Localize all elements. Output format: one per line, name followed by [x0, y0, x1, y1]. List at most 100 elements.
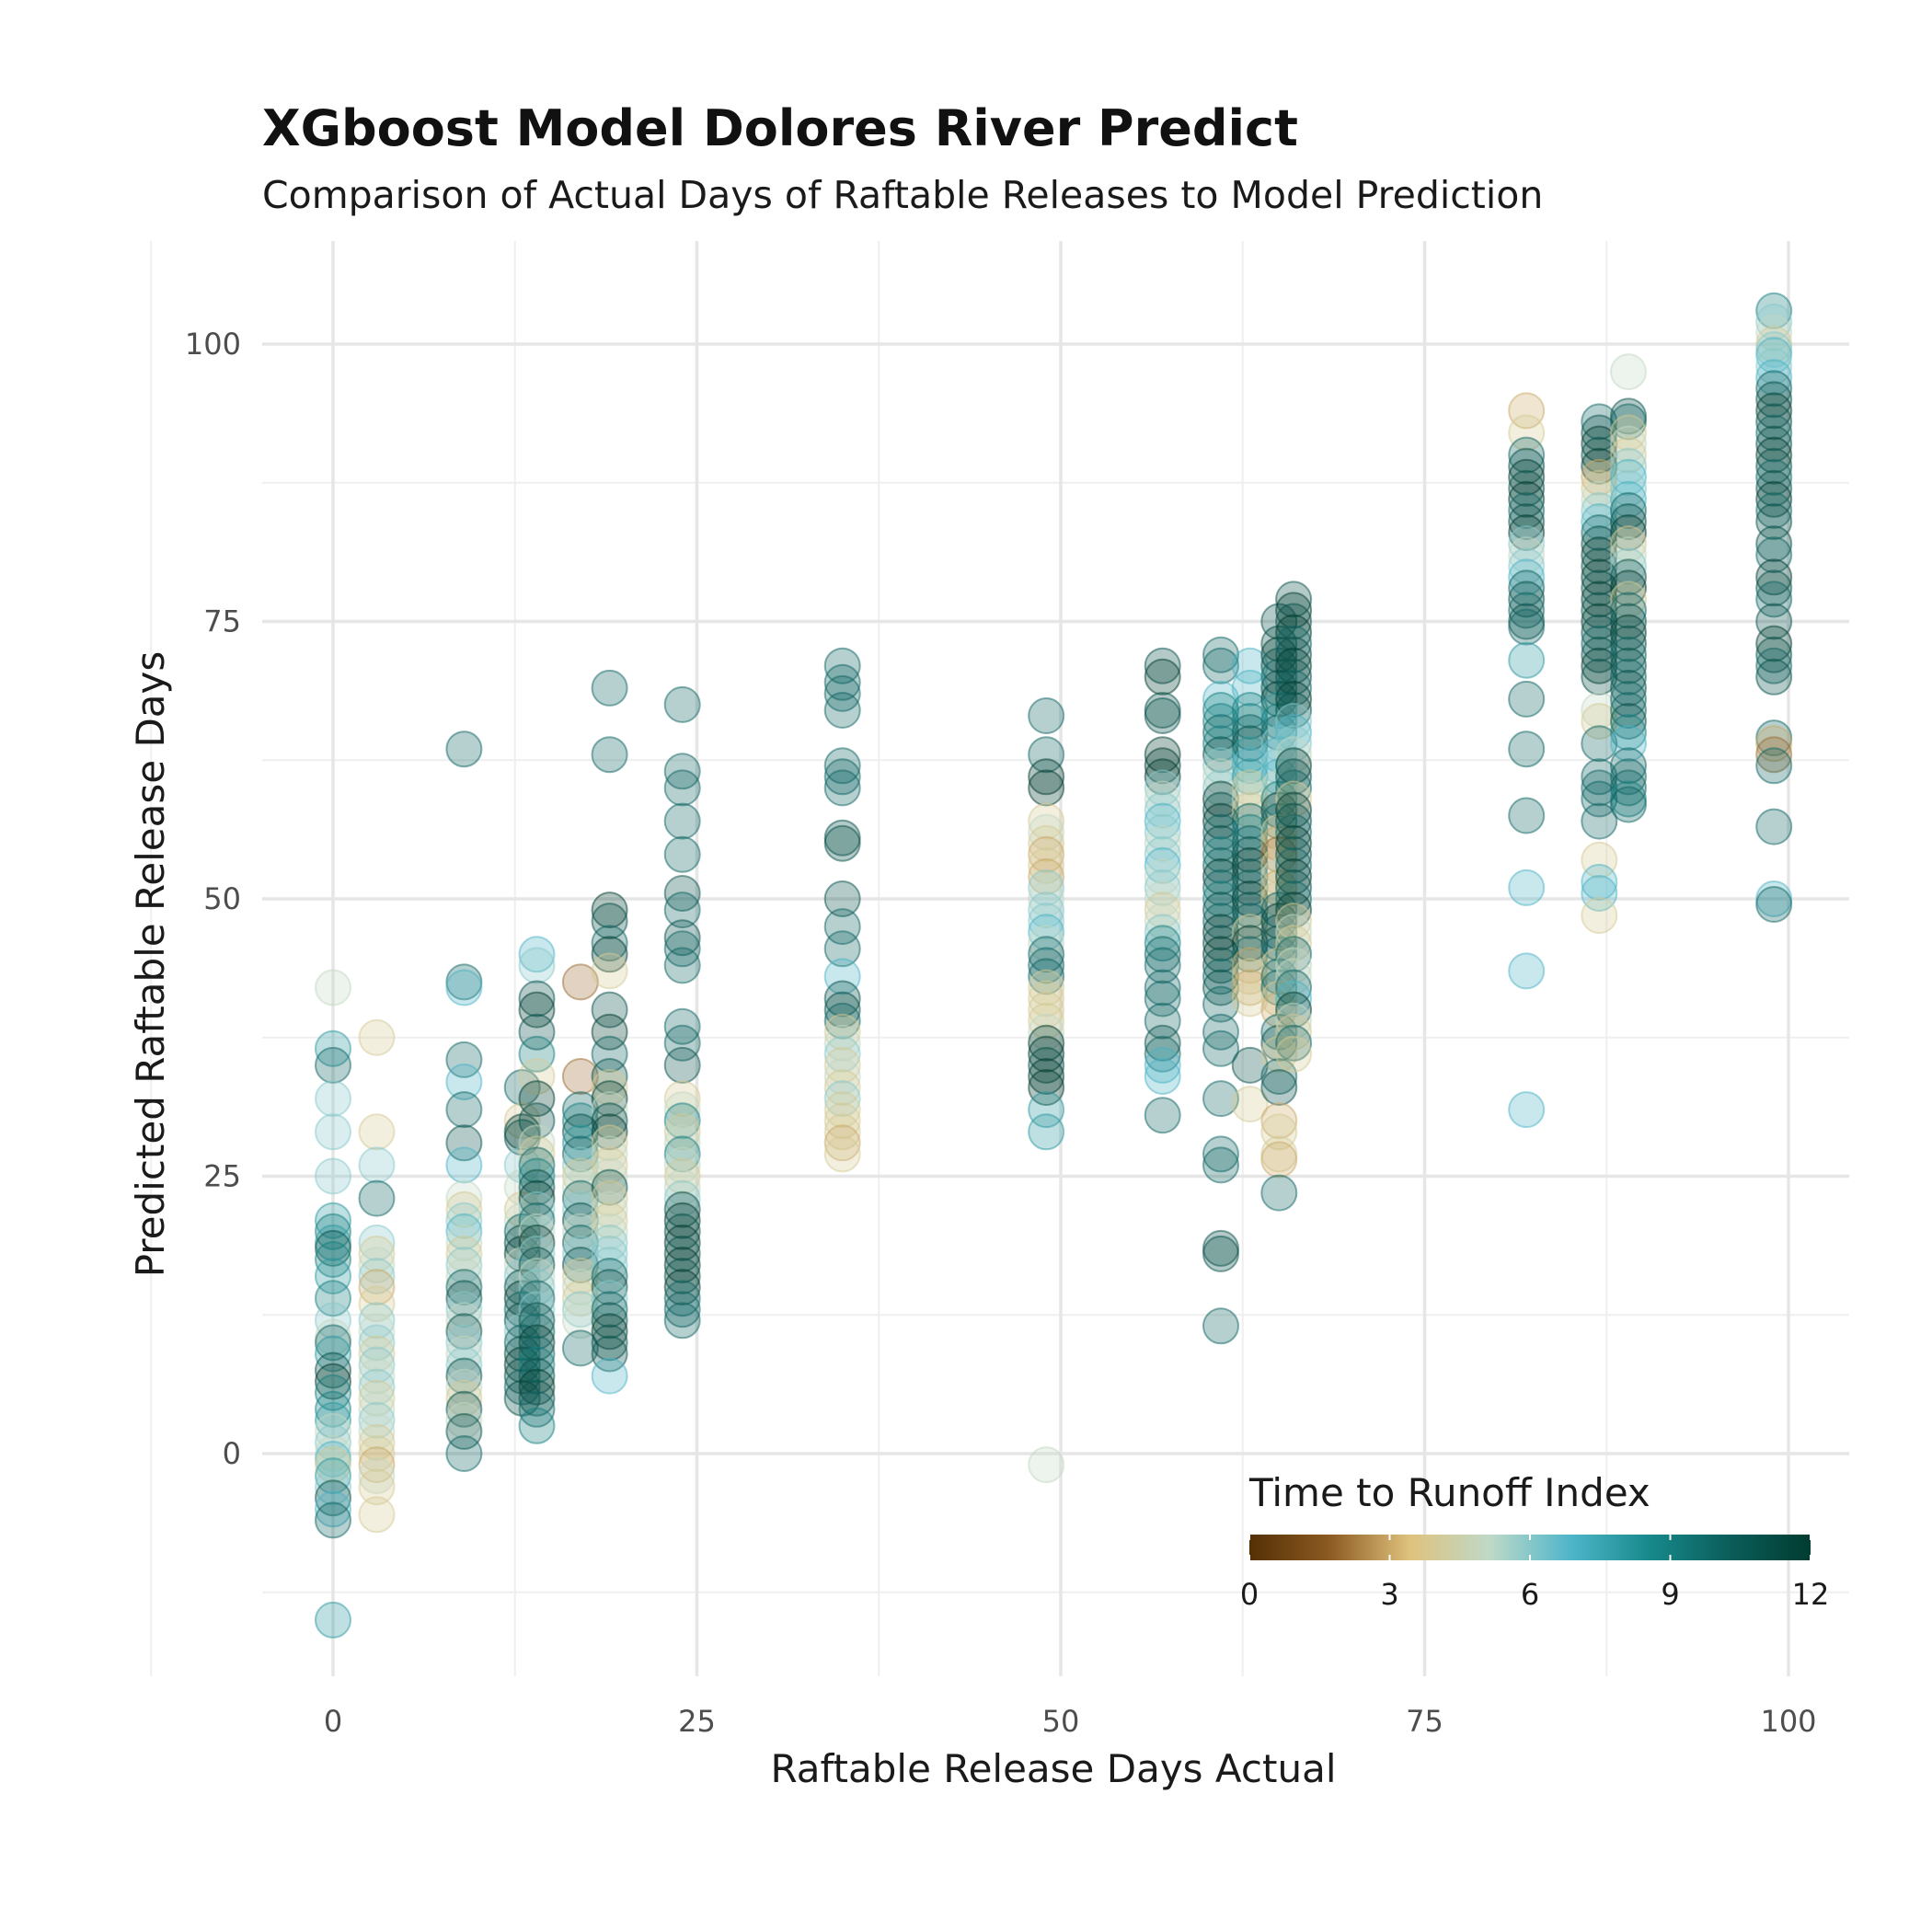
data-point — [518, 1146, 556, 1184]
data-point — [1581, 703, 1618, 740]
data-point — [315, 1324, 351, 1362]
data-point — [518, 1235, 556, 1272]
data-point — [1144, 769, 1181, 807]
data-point — [1275, 625, 1313, 662]
data-point — [591, 1202, 628, 1239]
data-point — [1231, 958, 1269, 995]
data-point — [445, 1269, 483, 1306]
data-point — [445, 1280, 483, 1317]
data-point — [445, 1213, 483, 1250]
data-point — [1508, 797, 1546, 834]
data-point — [445, 1313, 483, 1351]
data-point — [1231, 669, 1269, 707]
data-point — [1610, 436, 1647, 474]
data-point — [1755, 503, 1793, 540]
data-point — [358, 1457, 396, 1495]
data-point — [1144, 780, 1181, 818]
data-point — [1202, 857, 1239, 895]
data-point — [358, 1390, 396, 1428]
data-point — [1028, 846, 1065, 884]
data-point — [663, 1113, 701, 1151]
data-point — [445, 1224, 483, 1261]
data-point — [358, 1379, 396, 1417]
data-point — [445, 730, 483, 768]
data-point — [1275, 891, 1313, 929]
data-point — [1581, 769, 1618, 807]
data-point — [315, 1258, 351, 1294]
x-tick-label: 0 — [324, 1704, 342, 1739]
data-point — [1610, 536, 1647, 574]
data-point — [1755, 536, 1793, 574]
data-point — [663, 947, 701, 984]
data-point — [518, 1157, 556, 1195]
colorbar-ticks: 0 3 6 9 12 — [1240, 1535, 1829, 1612]
data-point — [518, 1379, 556, 1417]
data-point — [663, 1190, 701, 1228]
data-point — [1581, 569, 1618, 607]
y-axis-ticks: 0 25 50 75 100 — [185, 327, 241, 1471]
data-point — [1275, 592, 1313, 629]
data-point — [518, 1258, 556, 1294]
data-point — [315, 1363, 351, 1400]
data-point — [1028, 1058, 1065, 1095]
data-point — [1231, 903, 1269, 940]
data-point — [1508, 730, 1546, 768]
data-point — [1275, 846, 1313, 884]
data-point — [561, 1135, 599, 1173]
data-point — [445, 1247, 483, 1283]
data-point — [1508, 680, 1546, 718]
data-point — [518, 1247, 556, 1283]
data-point — [358, 1113, 396, 1151]
data-point — [1610, 425, 1647, 463]
data-point — [1202, 769, 1239, 807]
data-point — [518, 1179, 556, 1217]
data-point — [1581, 547, 1618, 585]
data-point — [1610, 414, 1647, 452]
data-point — [518, 991, 556, 1029]
x-tick-label: 25 — [678, 1704, 716, 1739]
data-point — [1144, 758, 1181, 796]
data-point — [1231, 813, 1269, 851]
data-point — [315, 1468, 351, 1506]
data-point — [591, 1302, 628, 1340]
data-point — [1275, 991, 1313, 1029]
data-point — [1581, 875, 1618, 912]
data-point — [1275, 880, 1313, 917]
data-point — [1610, 403, 1647, 441]
data-point — [1231, 891, 1269, 929]
data-point — [1144, 846, 1181, 884]
data-point — [1231, 736, 1269, 774]
data-point — [358, 1496, 396, 1534]
data-point — [1275, 703, 1313, 740]
data-point — [1231, 947, 1269, 984]
data-point — [1610, 547, 1647, 585]
data-point — [1231, 769, 1269, 807]
y-axis-title: Predicted Raftable Release Days — [128, 651, 173, 1278]
data-point — [1028, 835, 1065, 873]
data-point — [1275, 914, 1313, 951]
data-point — [358, 1302, 396, 1340]
data-point — [1202, 824, 1239, 862]
data-point — [445, 1041, 483, 1078]
data-point — [823, 908, 861, 946]
x-axis-title: Raftable Release Days Actual — [771, 1746, 1337, 1791]
data-point — [518, 1058, 556, 1095]
x-axis-ticks: 0 25 50 75 100 — [324, 1704, 1817, 1739]
data-point — [1028, 1024, 1065, 1062]
data-point — [561, 1168, 599, 1206]
data-point — [1275, 769, 1313, 807]
data-point — [823, 958, 861, 995]
data-point — [1275, 714, 1313, 752]
data-point — [1144, 868, 1181, 906]
data-point — [1202, 802, 1239, 840]
data-point — [315, 1229, 351, 1267]
data-point — [663, 1202, 701, 1239]
data-point — [1275, 614, 1313, 651]
data-point — [1028, 824, 1065, 862]
data-point — [1260, 1069, 1298, 1106]
data-point — [1610, 525, 1647, 563]
data-point — [1610, 614, 1647, 651]
data-point — [1202, 1235, 1239, 1272]
data-point — [1231, 914, 1269, 951]
